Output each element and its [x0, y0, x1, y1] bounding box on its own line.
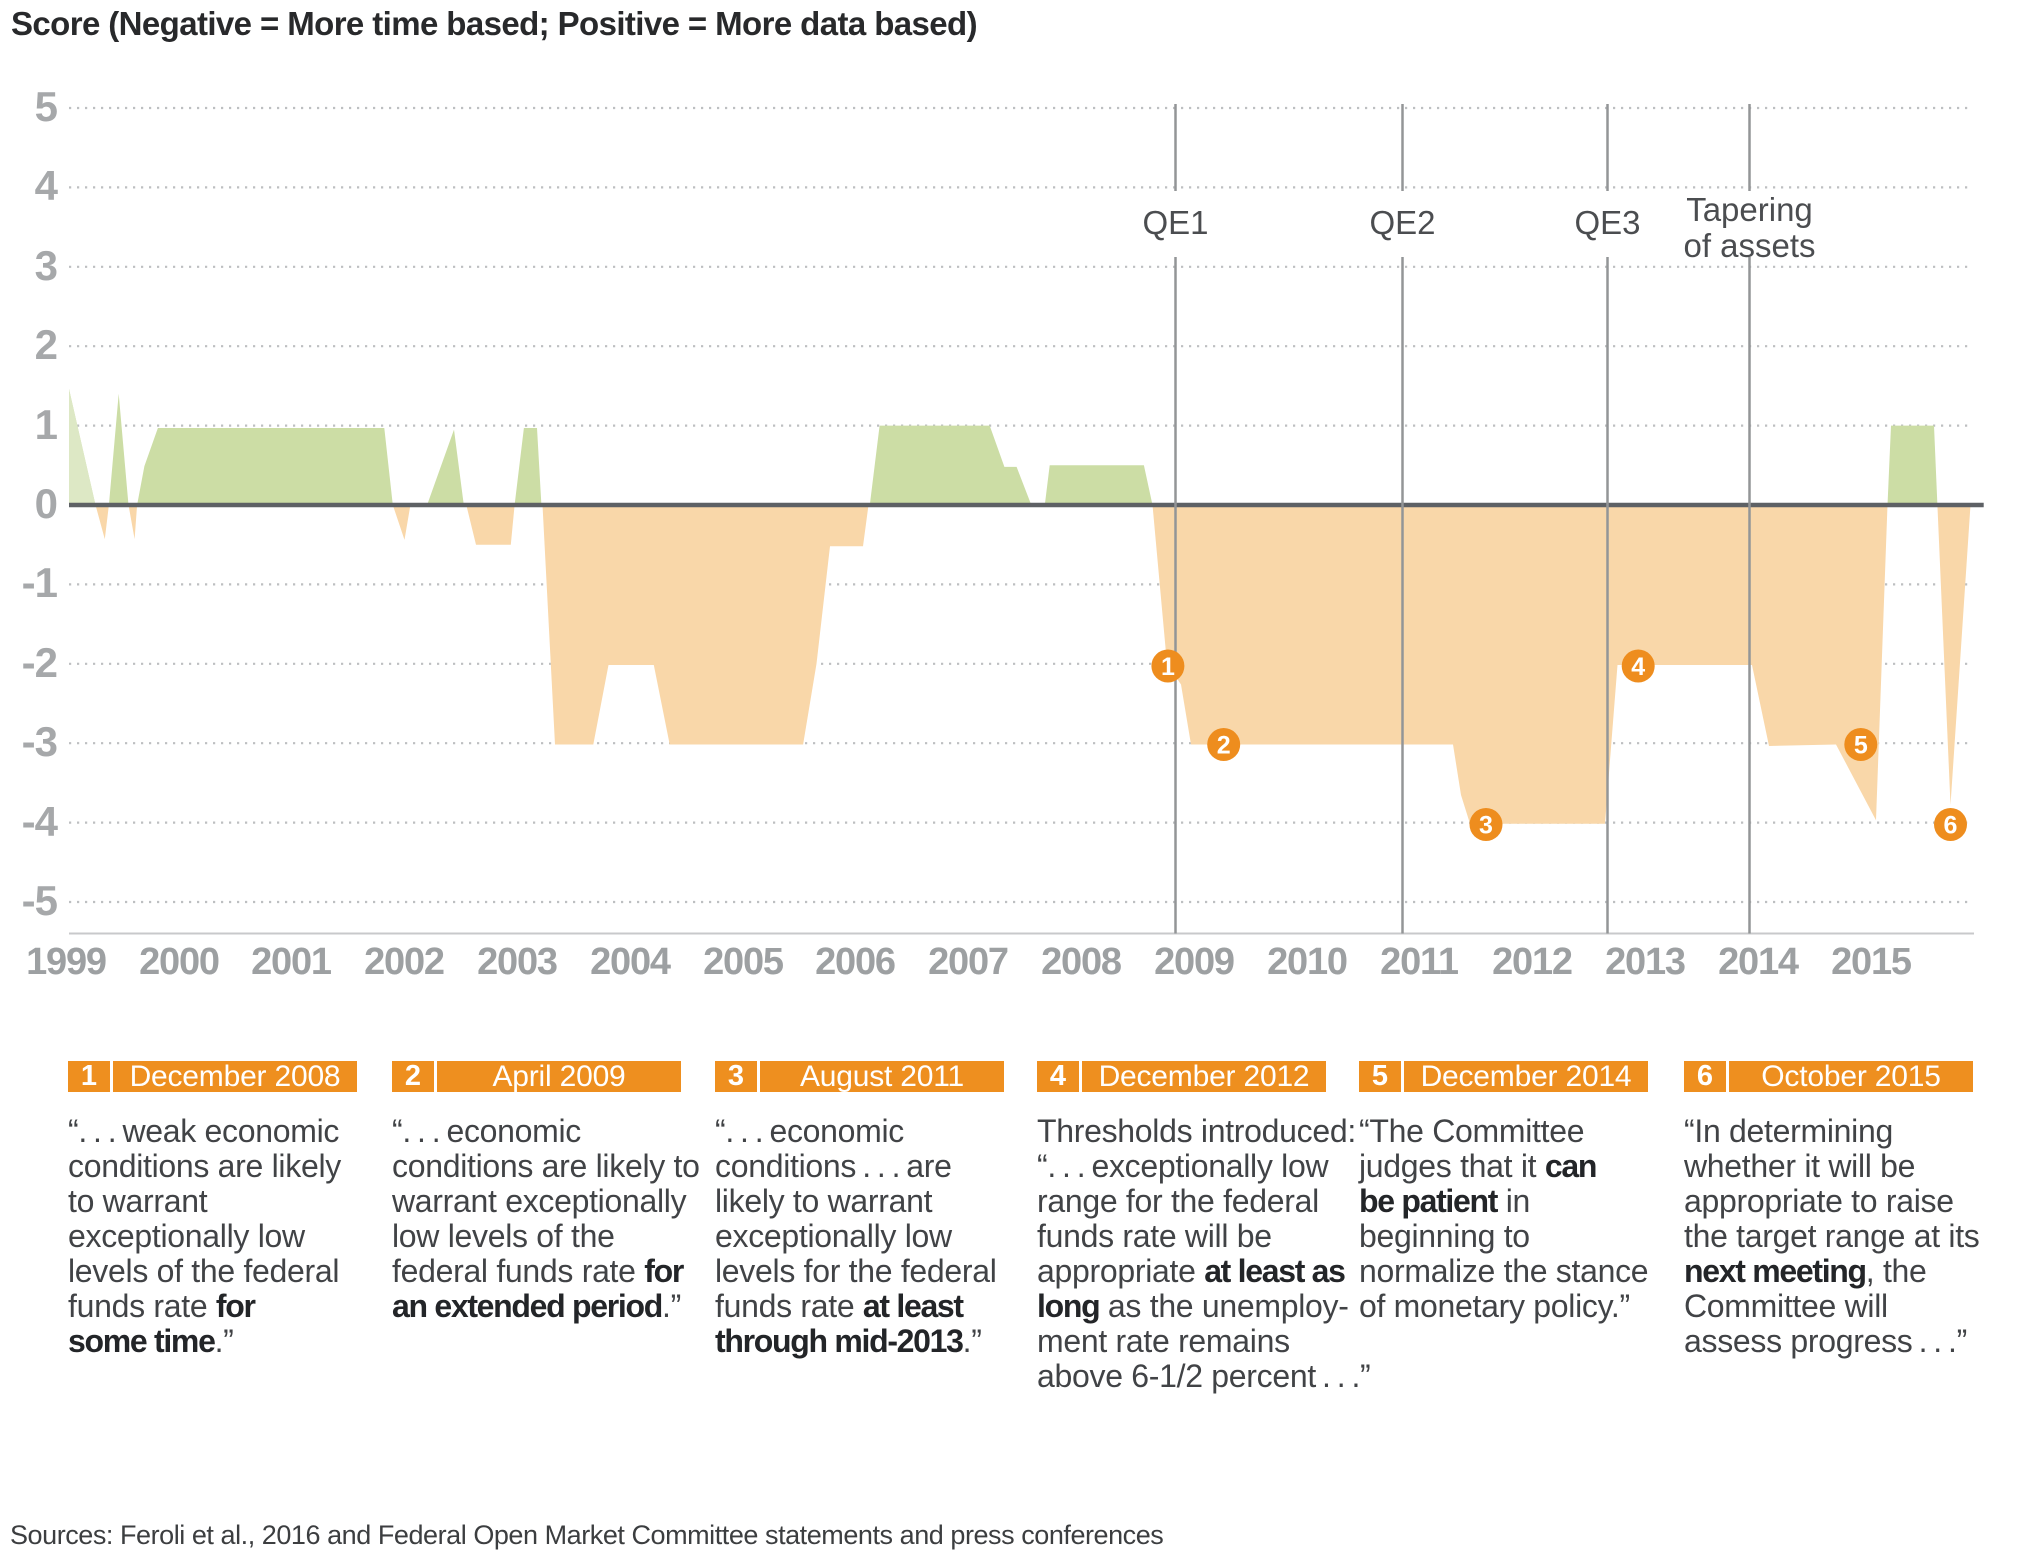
svg-text:6: 6: [1944, 812, 1958, 840]
svg-text:1: 1: [1161, 653, 1175, 681]
svg-text:2: 2: [1217, 732, 1231, 760]
svg-text:5: 5: [1854, 732, 1868, 760]
svg-text:4: 4: [1631, 653, 1645, 681]
svg-text:3: 3: [1479, 812, 1493, 840]
